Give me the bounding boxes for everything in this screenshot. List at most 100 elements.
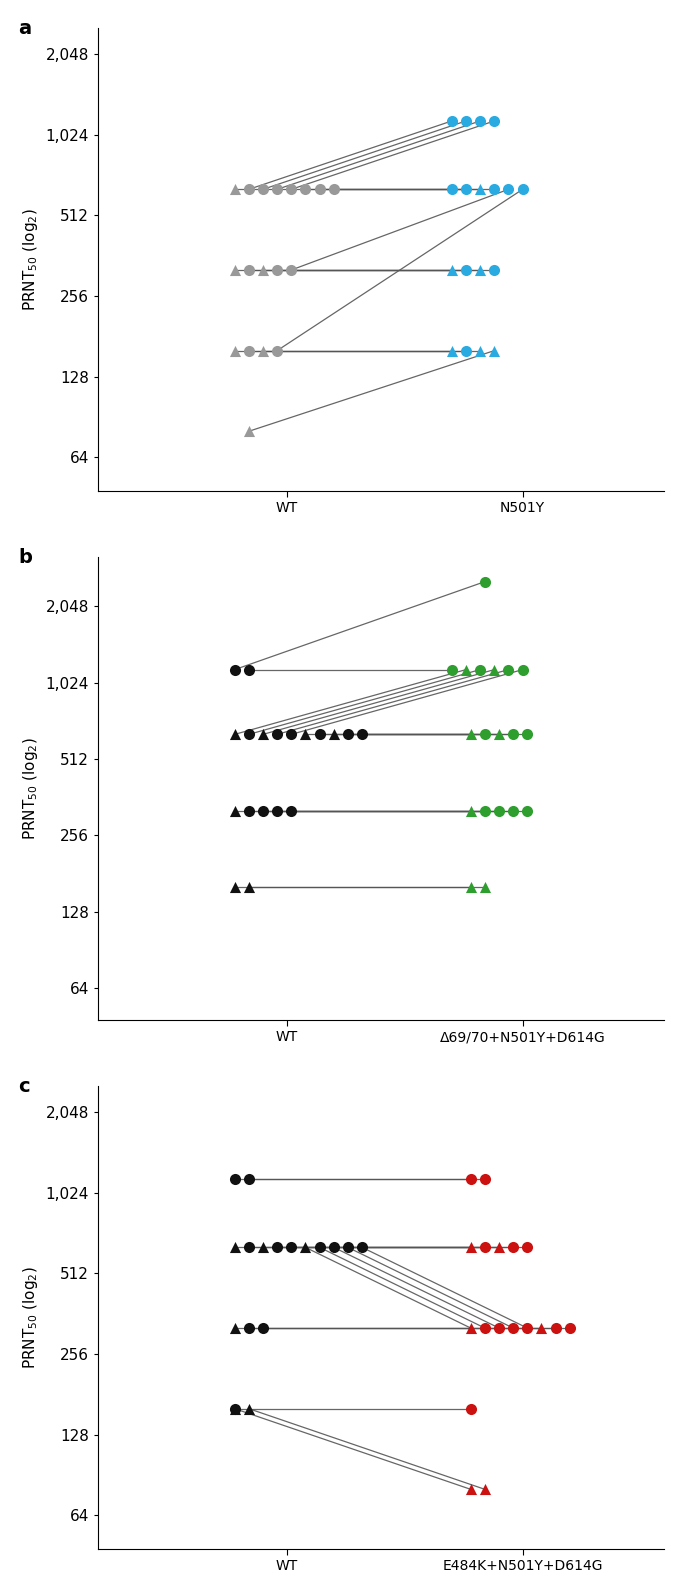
Point	[243, 338, 254, 363]
Point	[522, 722, 533, 748]
Point	[258, 799, 269, 824]
Point	[229, 1235, 240, 1261]
Point	[489, 338, 500, 363]
Point	[286, 257, 297, 282]
Point	[243, 177, 254, 202]
Point	[286, 177, 297, 202]
Point	[258, 1235, 269, 1261]
Point	[243, 875, 254, 901]
Point	[447, 257, 458, 282]
Point	[508, 799, 519, 824]
Point	[258, 722, 269, 748]
Point	[447, 177, 458, 202]
Point	[447, 108, 458, 134]
Point	[475, 177, 486, 202]
Point	[508, 1315, 519, 1341]
Point	[479, 1235, 490, 1261]
Point	[508, 1235, 519, 1261]
Point	[243, 1235, 254, 1261]
Point	[272, 799, 283, 824]
Point	[475, 108, 486, 134]
Point	[243, 657, 254, 682]
Point	[479, 1315, 490, 1341]
Point	[475, 657, 486, 682]
Point	[229, 338, 240, 363]
Point	[300, 1235, 311, 1261]
Point	[328, 722, 339, 748]
Point	[475, 257, 486, 282]
Point	[460, 108, 471, 134]
Point	[229, 799, 240, 824]
Point	[479, 1167, 490, 1192]
Point	[522, 1315, 533, 1341]
Y-axis label: PRNT$_{50}$ (log$_{2}$): PRNT$_{50}$ (log$_{2}$)	[21, 1266, 40, 1369]
Text: b: b	[18, 548, 32, 567]
Point	[479, 1476, 490, 1502]
Point	[342, 1235, 353, 1261]
Point	[489, 257, 500, 282]
Point	[465, 875, 476, 901]
Point	[243, 1396, 254, 1422]
Point	[229, 657, 240, 682]
Point	[465, 722, 476, 748]
Point	[517, 657, 528, 682]
Point	[229, 1167, 240, 1192]
Point	[243, 257, 254, 282]
Point	[460, 657, 471, 682]
Point	[272, 257, 283, 282]
Point	[465, 1315, 476, 1341]
Point	[503, 657, 514, 682]
Point	[258, 338, 269, 363]
Point	[503, 177, 514, 202]
Point	[489, 657, 500, 682]
Point	[229, 177, 240, 202]
Point	[314, 1235, 325, 1261]
Point	[475, 338, 486, 363]
Point	[465, 799, 476, 824]
Point	[460, 177, 471, 202]
Point	[314, 177, 325, 202]
Y-axis label: PRNT$_{50}$ (log$_{2}$): PRNT$_{50}$ (log$_{2}$)	[21, 736, 40, 840]
Point	[286, 1235, 297, 1261]
Point	[493, 1315, 504, 1341]
Point	[243, 722, 254, 748]
Point	[229, 722, 240, 748]
Point	[508, 722, 519, 748]
Text: c: c	[18, 1078, 30, 1095]
Point	[522, 799, 533, 824]
Point	[243, 419, 254, 445]
Text: a: a	[18, 19, 32, 38]
Point	[489, 177, 500, 202]
Point	[258, 257, 269, 282]
Point	[460, 257, 471, 282]
Point	[229, 1315, 240, 1341]
Point	[243, 1315, 254, 1341]
Point	[465, 1476, 476, 1502]
Point	[272, 177, 283, 202]
Point	[550, 1315, 561, 1341]
Point	[479, 799, 490, 824]
Point	[447, 657, 458, 682]
Point	[243, 1167, 254, 1192]
Point	[272, 722, 283, 748]
Point	[258, 1315, 269, 1341]
Point	[522, 1235, 533, 1261]
Point	[328, 177, 339, 202]
Point	[272, 338, 283, 363]
Point	[460, 338, 471, 363]
Point	[286, 799, 297, 824]
Point	[229, 875, 240, 901]
Point	[465, 1396, 476, 1422]
Point	[342, 722, 353, 748]
Point	[493, 1235, 504, 1261]
Point	[517, 177, 528, 202]
Point	[300, 177, 311, 202]
Point	[357, 1235, 368, 1261]
Point	[465, 1167, 476, 1192]
Point	[479, 722, 490, 748]
Point	[479, 569, 490, 595]
Point	[300, 722, 311, 748]
Point	[493, 799, 504, 824]
Point	[243, 799, 254, 824]
Point	[493, 722, 504, 748]
